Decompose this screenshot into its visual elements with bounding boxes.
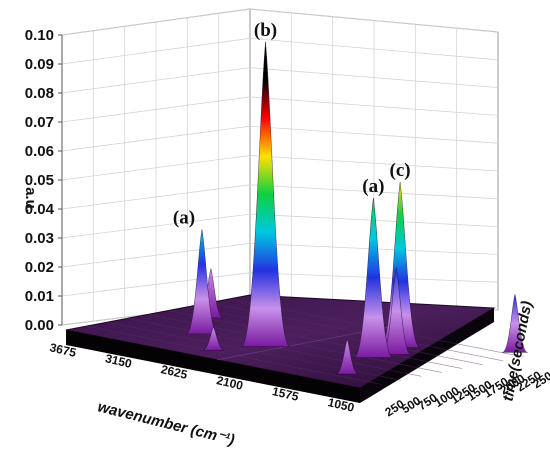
floor-streak — [86, 325, 381, 385]
x-tick-label: 1575 — [271, 384, 300, 404]
x-axis-title: wavenumber (cm⁻¹) — [96, 398, 236, 448]
z-tick-label: 0.04 — [25, 201, 55, 218]
x-tick-label: 2625 — [160, 362, 189, 382]
peaks-layer — [186, 41, 528, 375]
z-tick-label: 0.03 — [25, 230, 54, 247]
peak-mark — [202, 326, 225, 351]
peak-mark — [186, 229, 218, 335]
peak-label: (a) — [362, 176, 384, 197]
floor-streak — [188, 306, 483, 365]
z-axis-title: a.u. — [22, 187, 39, 213]
peak-mark — [241, 41, 290, 347]
wall-gridlines — [61, 8, 499, 326]
z-tick-labels: 0.00 0.01 0.02 0.03 0.04 0.05 0.06 0.07 0.08 0.09… — [25, 27, 62, 334]
data-floor-front — [66, 330, 360, 403]
peak-mark — [380, 182, 420, 348]
peak-mark — [336, 338, 359, 375]
z-tick-label: 0.09 — [25, 56, 54, 73]
peak-mark — [502, 294, 528, 353]
z-tick-label: 0.10 — [25, 27, 54, 44]
peak-label: (b) — [254, 20, 277, 41]
z-tick-label: 0.07 — [25, 114, 54, 131]
peak-mark — [381, 267, 411, 355]
x-tick-label: 3150 — [104, 351, 133, 371]
x-tick-label: 1050 — [326, 395, 355, 415]
z-tick-label: 0.06 — [25, 143, 54, 160]
peak-label: (a) — [173, 208, 195, 229]
z-tick-label: 0.02 — [25, 259, 54, 276]
z-tick-label: 0.05 — [25, 172, 54, 189]
y-tick-label: 2750 — [547, 362, 550, 388]
peak-label: (c) — [390, 160, 411, 181]
x-tick-label: 2100 — [215, 373, 244, 393]
floor-streak — [168, 310, 463, 369]
floor-streak — [127, 318, 422, 377]
x-tick-labels: 3675 3150 2625 2100 1575 1050 — [48, 340, 356, 415]
peak-mark — [353, 198, 393, 358]
x-tick-label: 3675 — [48, 340, 77, 360]
z-tick-label: 0.00 — [25, 317, 54, 334]
z-tick-label: 0.01 — [25, 288, 54, 305]
peak-labels: (c) (a) (a) (b) — [173, 20, 411, 229]
z-tick-label: 0.08 — [25, 85, 54, 102]
data-floor-side — [360, 308, 494, 403]
